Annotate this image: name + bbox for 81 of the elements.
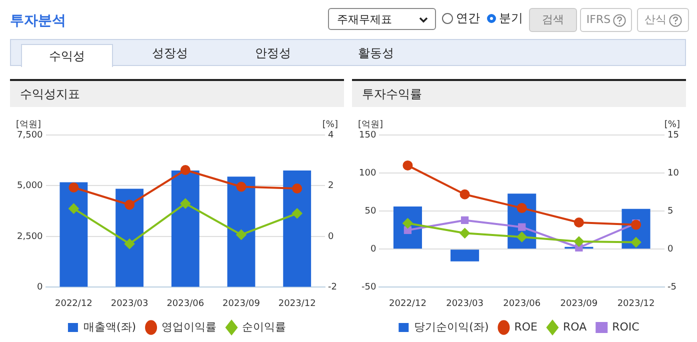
point <box>404 226 412 234</box>
text: 산식 <box>644 12 666 28</box>
text: 안정성 <box>254 45 292 62</box>
y-tick-label: 0 <box>370 244 376 254</box>
point <box>292 208 302 218</box>
y2-tick-label: -5 <box>668 282 677 293</box>
chart-title: 투자수익률 <box>352 79 686 107</box>
bar <box>227 176 256 287</box>
x-tick-label: 2023/06 <box>503 298 541 309</box>
legend-label: ROA <box>562 320 588 334</box>
y-axis-title: [억원] <box>16 120 42 130</box>
y-tick-label: 2,500 <box>17 232 44 242</box>
y-tick-label: 100 <box>358 168 376 178</box>
point <box>180 165 190 176</box>
point <box>575 244 583 252</box>
y2-tick-label: 0 <box>668 244 674 254</box>
point <box>402 218 413 228</box>
y2-tick-label: -2 <box>328 282 338 293</box>
point <box>124 238 135 249</box>
point <box>460 216 469 224</box>
text: IFRS <box>586 12 611 28</box>
bar <box>171 170 200 287</box>
y-axis-title: [억원] <box>358 120 384 130</box>
point <box>402 160 413 170</box>
point <box>180 198 190 208</box>
y-tick-label: -50 <box>361 282 376 293</box>
y2-tick-label: 10 <box>668 168 680 178</box>
text: 연간 <box>456 11 480 25</box>
y-tick-label: 7,500 <box>17 130 44 140</box>
x-tick-label: 2023/09 <box>222 298 260 309</box>
text: 수익성 <box>21 44 113 67</box>
x-tick-label: 2023/12 <box>278 298 316 309</box>
x-tick-label: 2023/03 <box>110 298 148 309</box>
point <box>124 200 135 210</box>
point <box>460 189 470 200</box>
point <box>518 223 526 231</box>
bar <box>450 250 480 262</box>
y2-axis-title: [%] <box>322 120 338 130</box>
x-tick-label: 2023/03 <box>446 298 484 309</box>
legend-label: 당기순이익(좌) <box>414 320 489 334</box>
legend-label: 영업이익률 <box>162 320 217 334</box>
y-tick-label: 50 <box>364 206 376 216</box>
chart-title: 수익성지표 <box>10 79 344 107</box>
text: 주재무제표 <box>328 8 436 30</box>
point <box>292 184 302 194</box>
bar <box>283 170 312 287</box>
y-tick-label: 5,000 <box>17 181 44 192</box>
point <box>516 232 527 242</box>
point <box>236 182 246 192</box>
bar <box>60 182 88 287</box>
legend-label: ROIC <box>612 320 640 334</box>
x-tick-label: 2023/06 <box>166 298 204 309</box>
x-tick-label: 2022/12 <box>389 298 426 309</box>
x-tick-label: 2023/09 <box>560 298 598 309</box>
y2-tick-label: 0 <box>328 232 334 242</box>
text: 활동성 <box>357 45 395 62</box>
bar <box>116 188 144 287</box>
point <box>516 203 527 214</box>
point <box>460 228 470 238</box>
text: 검색 <box>529 8 577 32</box>
legend-label: 순이익률 <box>242 320 286 334</box>
text: 투자분석 <box>10 12 66 30</box>
text: 분기 <box>499 11 523 25</box>
x-tick-label: 2023/12 <box>617 298 655 309</box>
y2-tick-label: 15 <box>668 130 679 140</box>
y2-tick-label: 5 <box>668 206 674 216</box>
y-tick-label: 150 <box>358 130 376 140</box>
point <box>236 230 246 240</box>
point <box>574 236 584 247</box>
point <box>631 237 642 248</box>
point <box>574 218 584 228</box>
y2-tick-label: 2 <box>328 181 334 192</box>
y2-tick-label: 4 <box>328 130 334 140</box>
legend-label: 매출액(좌) <box>83 320 136 334</box>
point <box>68 182 79 193</box>
y-tick-label: 0 <box>37 282 44 293</box>
point <box>68 204 79 214</box>
text: 성장성 <box>151 45 189 62</box>
y2-axis-title: [%] <box>664 120 680 130</box>
x-tick-label: 2022/12 <box>54 298 92 309</box>
legend-label: ROE <box>514 320 538 334</box>
